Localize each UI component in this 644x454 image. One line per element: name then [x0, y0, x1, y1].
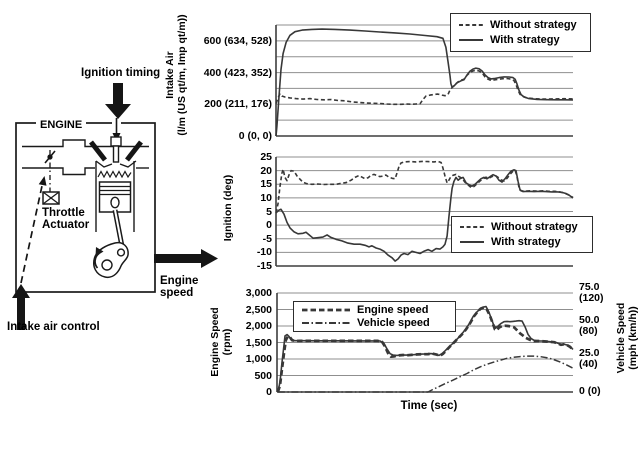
- engine-speed-label: Engine speed: [160, 275, 199, 299]
- intake-series-without-strategy: [275, 69, 574, 106]
- ignition-ytick-label: 25: [260, 151, 272, 163]
- legend-item: Without strategy: [458, 19, 590, 31]
- speed-series-vehicle-speed: [277, 355, 574, 393]
- throttle-actuator: [42, 191, 60, 205]
- ignition-ytick-label: -10: [256, 246, 272, 259]
- intake-ytick-label: 200 (211, 176): [204, 98, 272, 111]
- legend-label: Without strategy: [490, 18, 577, 31]
- intake-air-control-thick-arrow: [12, 284, 30, 330]
- intake-series-with-strategy: [275, 28, 574, 137]
- legend-label: Vehicle speed: [357, 317, 430, 329]
- ignition-ytick-label: -5: [262, 232, 272, 245]
- speed-y2tick-label: 50.0 (80): [579, 313, 600, 337]
- ignition-axis-title: Ignition (deg): [222, 174, 234, 242]
- legend-item: With strategy: [459, 236, 592, 248]
- ignition-ytick-label: 20: [260, 164, 272, 177]
- legend-line-sample-dashed: [459, 23, 483, 26]
- engine-diagram: [12, 83, 218, 330]
- legend-label: Without strategy: [491, 221, 578, 233]
- intake-air-control-arrow: [20, 176, 47, 284]
- speed-axis-title: Engine Speed (rpm): [209, 307, 233, 377]
- intake-air-control-label: Intake air control: [7, 321, 100, 333]
- speed-y2-axis-title: Vehicle Speed (mph (km/h)): [615, 302, 639, 374]
- speed-ytick-label: 2,000: [245, 320, 272, 332]
- legend-line-sample-solid: [460, 241, 484, 243]
- ignition-series-without-strategy: [275, 160, 574, 214]
- piston: [98, 181, 132, 213]
- speed-y2tick-label: 75.0 (120): [579, 280, 604, 304]
- legend-item: With strategy: [458, 34, 590, 46]
- speed-ytick-label: 1,500: [245, 336, 272, 349]
- ignition-ytick-label: 5: [266, 205, 272, 218]
- crankshaft: [93, 241, 129, 279]
- ignition-ytick-label: 15: [260, 178, 272, 191]
- intake-ytick-label: 0 (0, 0): [238, 130, 272, 142]
- legend-line-sample-dash-dot: [302, 322, 350, 324]
- intake-ytick-label: 600 (634, 528): [203, 34, 272, 47]
- intake-legend: Without strategy With strategy: [450, 13, 591, 52]
- legend-label: With strategy: [490, 34, 560, 47]
- intake-axis-title: Intake Air (l/m (US qt/m, Imp qt/m)): [164, 14, 188, 136]
- engine-speed-arrow: [154, 249, 218, 268]
- speed-ytick-label: 1,000: [245, 353, 272, 365]
- cylinder: [95, 161, 135, 232]
- speed-y2tick-label: 25.0 (40): [579, 346, 600, 370]
- ignition-ytick-label: 0: [266, 219, 272, 232]
- speed-y2tick-label: 0 (0): [579, 385, 601, 398]
- legend-label: Engine speed: [357, 304, 429, 316]
- speed-ytick-label: 0: [266, 386, 272, 398]
- speed-chart: [276, 292, 574, 393]
- ignition-ytick-label: -15: [256, 260, 272, 272]
- legend-label: With strategy: [491, 236, 561, 248]
- engine-label: ENGINE: [36, 119, 87, 132]
- ignition-chart: [275, 156, 574, 267]
- speed-series-engine-speed-thin-trace-: [277, 305, 574, 393]
- speed-ytick-label: 500: [254, 369, 272, 382]
- throttle-valve: [44, 150, 56, 192]
- ignition-series-with-strategy: [275, 169, 574, 262]
- speed-legend: Engine speed Vehicle speed: [293, 301, 456, 332]
- legend-item: Without strategy: [459, 221, 592, 233]
- legend-line-sample-dashed: [460, 226, 484, 228]
- time-axis-label: Time (sec): [400, 400, 458, 412]
- ignition-legend: Without strategy With strategy: [451, 216, 593, 253]
- speed-ytick-label: 2,500: [245, 303, 272, 316]
- ignition-timing-arrow: [105, 83, 131, 119]
- combustion-zigzag: [97, 170, 132, 179]
- spark-plug: [110, 136, 122, 163]
- ignition-ytick-label: 10: [260, 191, 272, 204]
- intake-ytick-label: 400 (423, 352): [203, 66, 272, 79]
- legend-line-sample-bold-dashed: [302, 308, 350, 312]
- speed-ytick-label: 3,000: [245, 287, 272, 299]
- legend-line-sample-solid: [459, 39, 483, 42]
- legend-item: Vehicle speed: [301, 317, 455, 329]
- legend-item: Engine speed: [301, 304, 455, 316]
- throttle-actuator-label: Throttle Actuator: [42, 207, 90, 231]
- valves: [89, 140, 143, 168]
- ignition-timing-label: Ignition timing: [81, 67, 161, 79]
